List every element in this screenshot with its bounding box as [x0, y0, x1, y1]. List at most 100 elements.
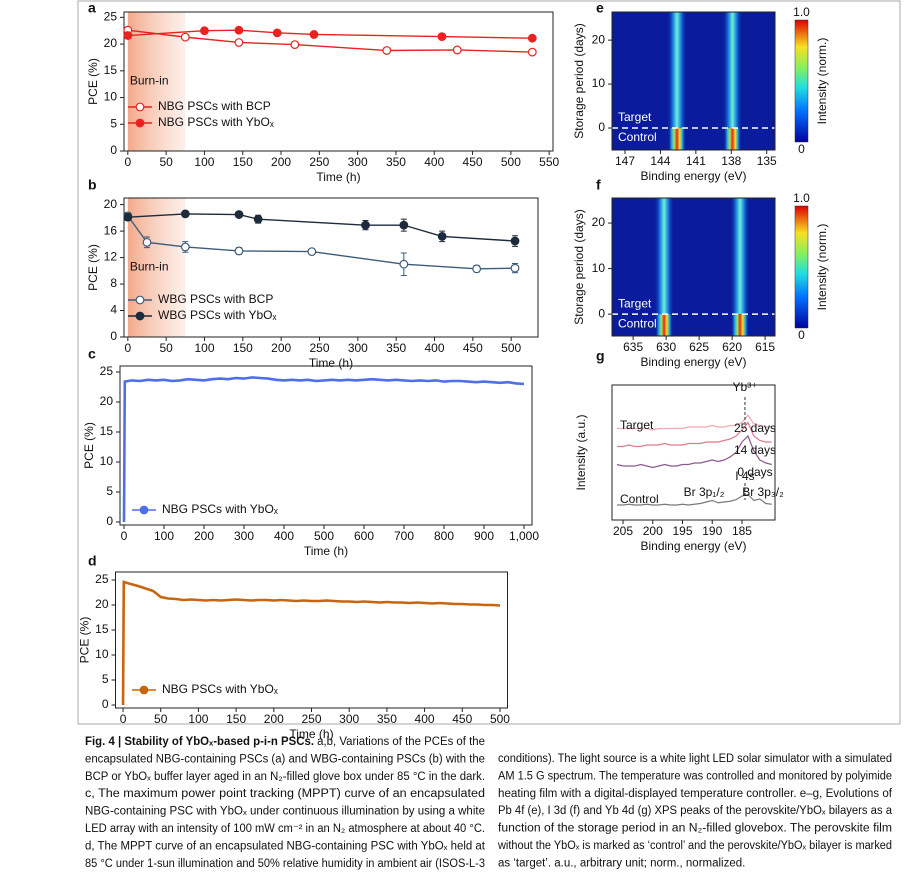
legend-label: NBG PSCs with YbOₓ [158, 115, 274, 129]
x-tick-label: 400 [274, 529, 294, 543]
y-axis-label: PCE (%) [86, 244, 100, 291]
x-tick-label: 900 [474, 529, 494, 543]
y-tick-label: 20 [592, 32, 606, 46]
data-point [253, 214, 263, 224]
x-tick-label: 800 [434, 529, 454, 543]
caption-line: AM 1.5 G spectrum. The temperature was c… [498, 770, 892, 782]
x-tick-label: 50 [154, 712, 168, 726]
burn-in-label: Burn-in [130, 260, 169, 274]
data-point [452, 45, 462, 55]
heatmap-stripe [722, 12, 743, 129]
y-axis-label: Storage period (days) [572, 23, 586, 138]
y-tick-label: 12 [104, 250, 118, 264]
annotation: Target [620, 418, 654, 432]
series-line [121, 580, 501, 706]
heatmap-hot [655, 314, 674, 336]
x-axis-label: Binding energy (eV) [640, 169, 746, 183]
label-control: Control [618, 130, 657, 144]
x-tick-label: 195 [672, 524, 692, 538]
data-point [307, 247, 317, 257]
series-label: 14 days [734, 443, 776, 457]
y-tick-label: 5 [110, 116, 117, 130]
series-line [127, 213, 516, 242]
x-tick-label: 600 [354, 529, 374, 543]
x-tick-label: 350 [386, 341, 406, 355]
y-tick-label: 20 [592, 215, 606, 229]
annotation: I 4s [735, 469, 754, 483]
data-point [234, 25, 244, 35]
y-axis-label: Storage period (days) [572, 209, 586, 324]
data-point [361, 220, 370, 230]
x-tick-label: 100 [154, 529, 174, 543]
x-tick-label: 400 [424, 155, 444, 169]
legend-label: NBG PSCs with YbOₓ [162, 682, 278, 696]
colorbar [794, 19, 809, 143]
series-label: 25 days [734, 421, 776, 435]
data-point [180, 32, 190, 42]
x-tick-label: 200 [194, 529, 214, 543]
x-tick-label: 0 [124, 341, 131, 355]
legend-marker [139, 685, 149, 695]
data-point [510, 236, 520, 246]
x-tick-label: 200 [643, 524, 663, 538]
caption-line: NBG-containing PSC with YbOₓ under conti… [85, 806, 485, 818]
x-axis-label: Time (h) [304, 544, 348, 558]
y-axis-label: PCE (%) [78, 617, 92, 664]
data-point [234, 38, 244, 47]
data-point [234, 210, 244, 219]
y-tick-label: 5 [106, 484, 113, 498]
plot-frame [123, 197, 539, 338]
y-tick-label: 10 [100, 454, 114, 468]
x-tick-label: 550 [539, 155, 559, 169]
label-control: Control [618, 316, 657, 330]
legend-marker [135, 311, 145, 321]
figure-border [77, 0, 901, 725]
x-tick-label: 185 [732, 524, 752, 538]
x-tick-label: 200 [271, 155, 291, 169]
data-point [527, 47, 537, 57]
y-tick-label: 20 [104, 36, 118, 50]
x-axis-label: Time (h) [309, 356, 353, 370]
x-tick-label: 144 [650, 154, 670, 168]
annotation: Yb³⁺ [732, 380, 757, 394]
x-tick-label: 350 [386, 155, 406, 169]
plot-frame [123, 11, 554, 152]
y-tick-label: 25 [104, 10, 118, 24]
y-tick-label: 0 [598, 306, 605, 320]
x-tick-label: 205 [613, 524, 633, 538]
x-tick-label: 625 [689, 340, 709, 354]
x-tick-label: 100 [194, 155, 214, 169]
x-tick-label: 500 [314, 529, 334, 543]
data-point [234, 246, 244, 256]
heatmap-stripe [666, 12, 687, 129]
series-line [127, 29, 533, 53]
x-tick-label: 300 [339, 712, 359, 726]
heatmap-background [612, 12, 775, 150]
caption-line: LED array with an intensity of 100 mW cm… [85, 823, 485, 835]
x-tick-label: 100 [194, 341, 214, 355]
x-tick-label: 150 [233, 155, 253, 169]
x-tick-label: 250 [301, 712, 321, 726]
x-tick-label: 700 [394, 529, 414, 543]
y-tick-label: 25 [95, 572, 109, 586]
x-tick-label: 141 [686, 154, 706, 168]
x-tick-label: 300 [348, 341, 368, 355]
legend-marker [135, 295, 145, 305]
x-tick-label: 100 [188, 712, 208, 726]
y-tick-label: 0 [598, 120, 605, 134]
heatmap-stripe [654, 198, 675, 315]
caption-line: as ‘target’. a.u., arbitrary unit; norm.… [498, 857, 745, 869]
y-tick-label: 10 [592, 76, 606, 90]
x-tick-label: 200 [264, 712, 284, 726]
x-tick-label: 150 [233, 341, 253, 355]
legend-label: WBG PSCs with BCP [158, 292, 273, 306]
legend-label: NBG PSCs with BCP [158, 99, 271, 113]
colorbar-label: Intensity (norm.) [815, 224, 829, 311]
panel-letter: c [88, 346, 96, 362]
x-tick-label: 50 [159, 155, 173, 169]
data-point [272, 28, 282, 38]
panel-letter: b [88, 177, 97, 193]
x-tick-label: 500 [501, 155, 521, 169]
legend-label: WBG PSCs with YbOₓ [158, 308, 276, 322]
colorbar-tick-label: 0 [798, 328, 805, 342]
